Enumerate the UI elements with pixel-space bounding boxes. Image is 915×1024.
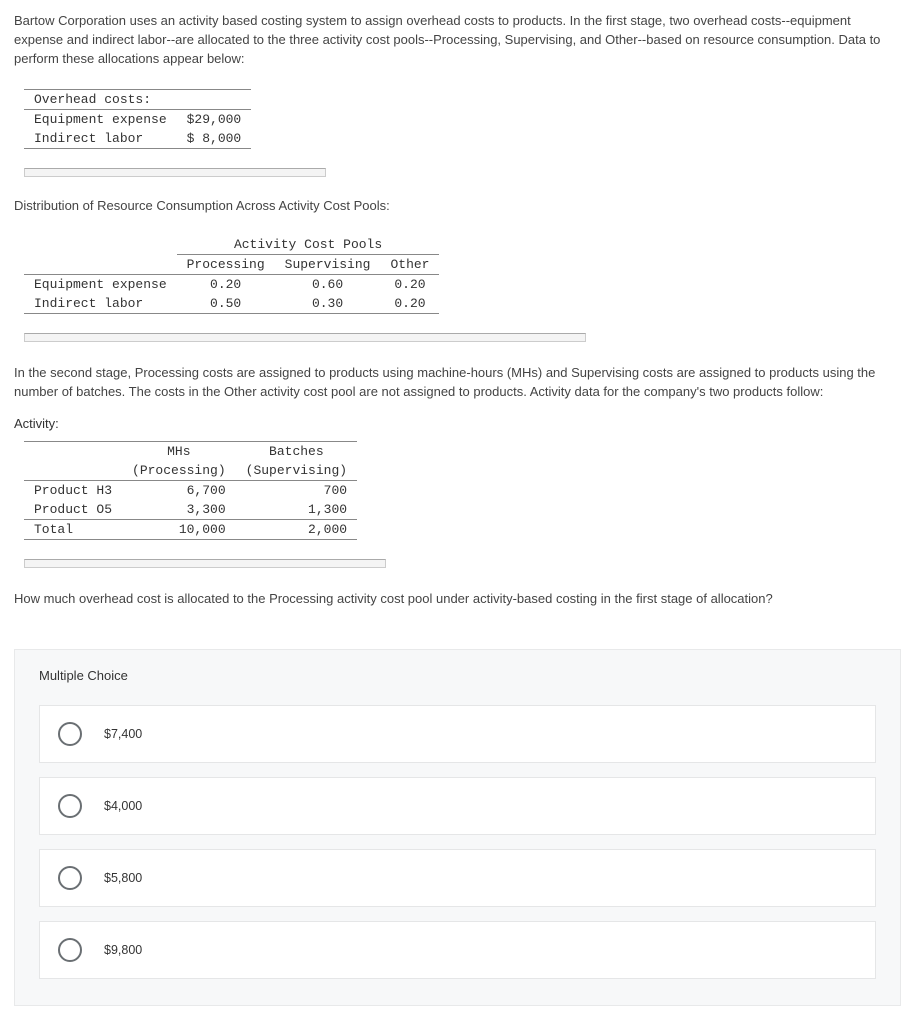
act-row-0-v0: 6,700: [122, 481, 236, 501]
question-text: How much overhead cost is allocated to t…: [14, 590, 901, 609]
overhead-row-0-value: $29,000: [177, 109, 252, 129]
act-h1-1: Batches: [236, 442, 357, 462]
overhead-bottom-bar: [24, 168, 326, 177]
multiple-choice-area: Multiple Choice $7,400 $4,000 $5,800 $9,…: [14, 649, 901, 1006]
overhead-row-1-label: Indirect labor: [24, 129, 177, 149]
dist-super-header: Activity Cost Pools: [177, 235, 440, 255]
act-h2-1: (Supervising): [236, 461, 357, 481]
dist-row-1-v1: 0.30: [275, 294, 381, 314]
act-row-1-label: Product O5: [24, 500, 122, 520]
distribution-table: Activity Cost Pools Processing Supervisi…: [24, 235, 439, 314]
act-total-v0: 10,000: [122, 520, 236, 540]
mc-option-1-label: $4,000: [104, 799, 142, 813]
intro-paragraph-2: In the second stage, Processing costs ar…: [14, 364, 901, 402]
act-row-1-v1: 1,300: [236, 500, 357, 520]
radio-icon[interactable]: [58, 938, 82, 962]
dist-row-1-v0: 0.50: [177, 294, 275, 314]
mc-option-0[interactable]: $7,400: [39, 705, 876, 763]
overhead-row-0-label: Equipment expense: [24, 109, 177, 129]
mc-title: Multiple Choice: [39, 668, 876, 683]
dist-col-0: Processing: [177, 255, 275, 275]
dist-row-0-v2: 0.20: [380, 275, 439, 295]
activity-table-wrap: MHs Batches (Processing) (Supervising) P…: [14, 435, 357, 556]
dist-bottom-bar: [24, 333, 586, 342]
act-row-0-label: Product H3: [24, 481, 122, 501]
act-h1-0: MHs: [122, 442, 236, 462]
mc-option-3-label: $9,800: [104, 943, 142, 957]
dist-col-1: Supervising: [275, 255, 381, 275]
mc-option-2-label: $5,800: [104, 871, 142, 885]
dist-row-1-label: Indirect labor: [24, 294, 177, 314]
intro-paragraph-1: Bartow Corporation uses an activity base…: [14, 12, 901, 69]
overhead-title: Overhead costs:: [24, 89, 251, 109]
distribution-heading: Distribution of Resource Consumption Acr…: [14, 197, 901, 216]
radio-icon[interactable]: [58, 794, 82, 818]
overhead-row-1-value: $ 8,000: [177, 129, 252, 149]
dist-row-1-v2: 0.20: [380, 294, 439, 314]
act-row-1-v0: 3,300: [122, 500, 236, 520]
activity-bottom-bar: [24, 559, 386, 568]
mc-option-2[interactable]: $5,800: [39, 849, 876, 907]
act-row-0-v1: 700: [236, 481, 357, 501]
radio-icon[interactable]: [58, 722, 82, 746]
dist-row-0-v0: 0.20: [177, 275, 275, 295]
act-total-label: Total: [24, 520, 122, 540]
mc-option-3[interactable]: $9,800: [39, 921, 876, 979]
act-total-v1: 2,000: [236, 520, 357, 540]
distribution-table-wrap: Activity Cost Pools Processing Supervisi…: [14, 229, 439, 330]
activity-table: MHs Batches (Processing) (Supervising) P…: [24, 441, 357, 540]
mc-option-0-label: $7,400: [104, 727, 142, 741]
act-h2-0: (Processing): [122, 461, 236, 481]
dist-row-0-v1: 0.60: [275, 275, 381, 295]
dist-col-2: Other: [380, 255, 439, 275]
radio-icon[interactable]: [58, 866, 82, 890]
mc-option-1[interactable]: $4,000: [39, 777, 876, 835]
activity-label: Activity:: [14, 416, 901, 431]
overhead-costs-table: Overhead costs: Equipment expense $29,00…: [24, 89, 251, 149]
dist-row-0-label: Equipment expense: [24, 275, 177, 295]
overhead-table-wrap: Overhead costs: Equipment expense $29,00…: [14, 83, 251, 165]
